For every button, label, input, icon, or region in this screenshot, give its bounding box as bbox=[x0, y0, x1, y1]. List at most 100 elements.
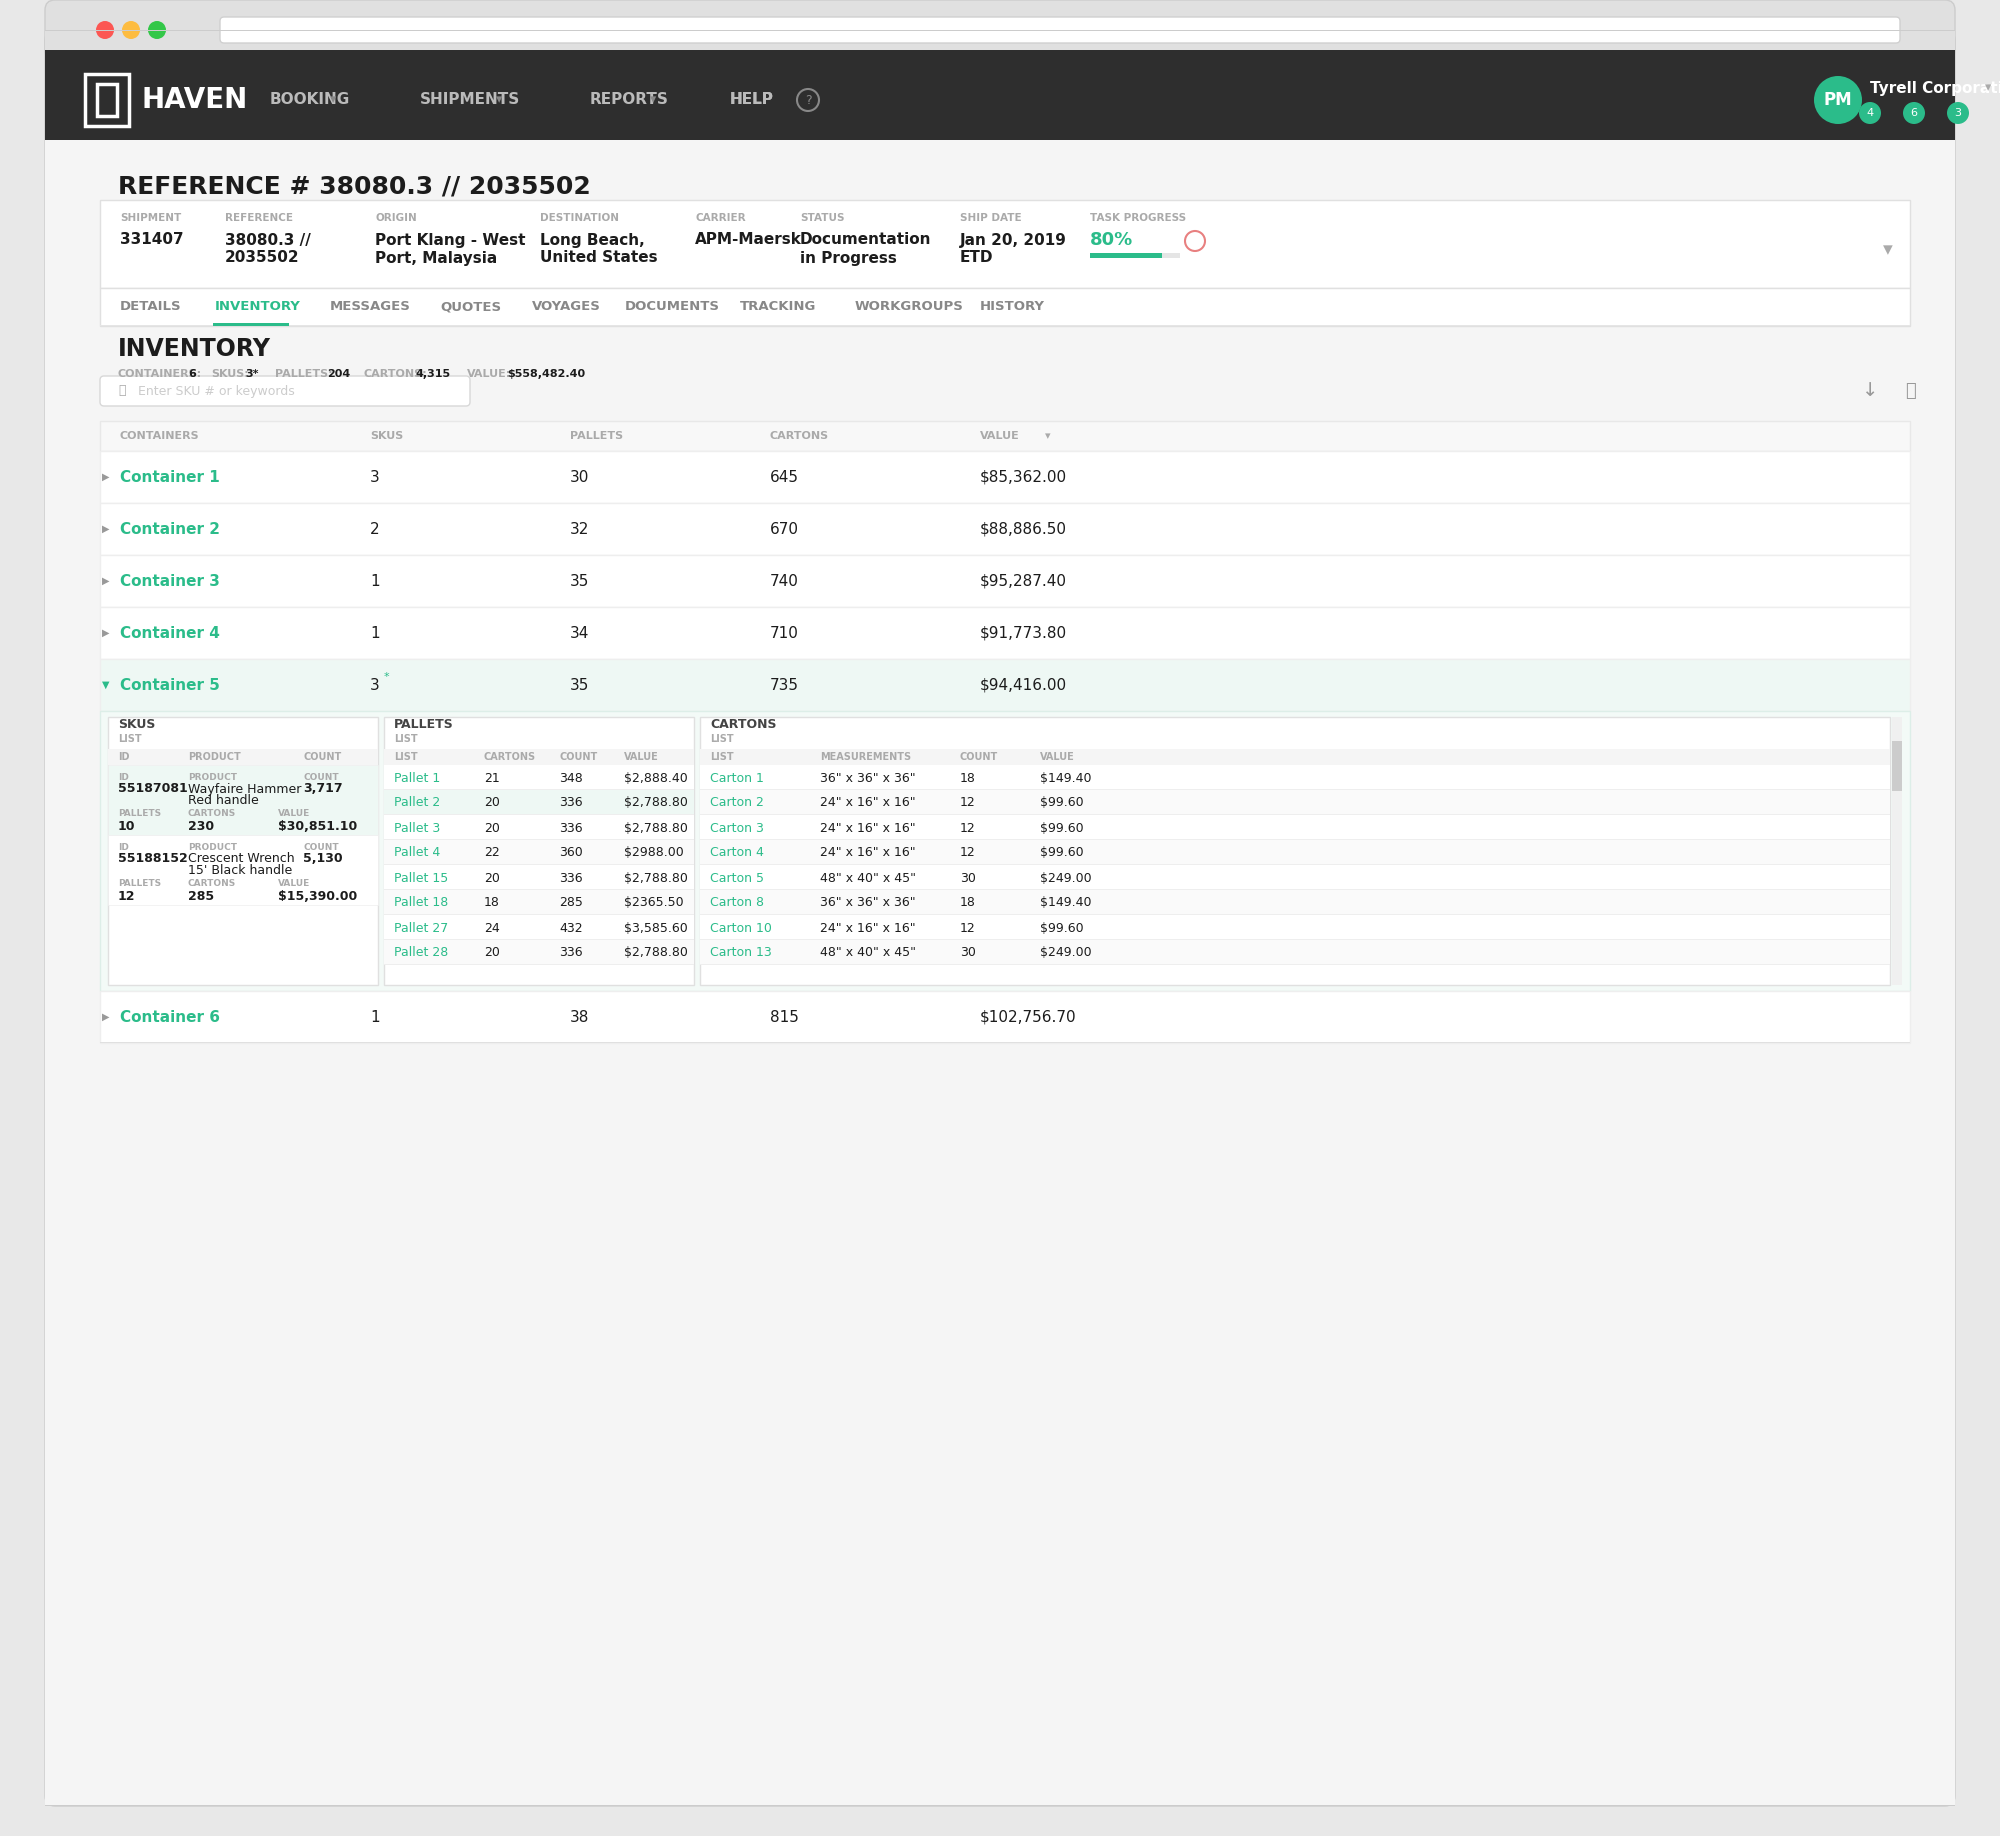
Circle shape bbox=[96, 20, 114, 39]
Text: REPORTS: REPORTS bbox=[590, 92, 668, 108]
Text: 285: 285 bbox=[560, 896, 582, 909]
Bar bbox=[100, 659, 1910, 711]
Text: COUNT: COUNT bbox=[304, 843, 338, 852]
Text: Carton 5: Carton 5 bbox=[710, 872, 764, 885]
Bar bbox=[212, 323, 288, 327]
Text: 12: 12 bbox=[960, 846, 976, 859]
Text: $249.00: $249.00 bbox=[1040, 872, 1092, 885]
Text: Pallet 4: Pallet 4 bbox=[394, 846, 440, 859]
Text: BOOKING: BOOKING bbox=[270, 92, 350, 108]
Text: SHIPMENT: SHIPMENT bbox=[120, 213, 182, 222]
Text: PALLETS: PALLETS bbox=[118, 810, 162, 819]
Bar bbox=[384, 865, 694, 890]
Circle shape bbox=[1814, 75, 1862, 125]
Text: $88,886.50: $88,886.50 bbox=[980, 521, 1068, 536]
Text: APM-Maersk: APM-Maersk bbox=[696, 233, 802, 248]
Text: TRACKING: TRACKING bbox=[740, 301, 816, 314]
Text: ▼: ▼ bbox=[102, 679, 110, 690]
Text: 12: 12 bbox=[960, 821, 976, 835]
Text: 24: 24 bbox=[484, 922, 500, 935]
Text: 710: 710 bbox=[770, 626, 798, 641]
Text: PALLETS: PALLETS bbox=[570, 431, 624, 441]
Text: $2,788.80: $2,788.80 bbox=[624, 797, 688, 810]
Bar bbox=[700, 718, 1890, 984]
Text: CARTONS: CARTONS bbox=[770, 431, 830, 441]
Text: ▶: ▶ bbox=[102, 472, 110, 483]
Text: 80%: 80% bbox=[1090, 231, 1134, 250]
Text: LIST: LIST bbox=[710, 753, 734, 762]
Text: ▶: ▶ bbox=[102, 1012, 110, 1023]
Text: INVENTORY: INVENTORY bbox=[118, 338, 272, 362]
Text: 3: 3 bbox=[370, 470, 380, 485]
Text: Carton 3: Carton 3 bbox=[710, 821, 764, 835]
Text: 285: 285 bbox=[188, 889, 214, 903]
Bar bbox=[700, 940, 1890, 966]
Text: DETAILS: DETAILS bbox=[120, 301, 182, 314]
Text: 32: 32 bbox=[570, 521, 590, 536]
Text: Pallet 1: Pallet 1 bbox=[394, 771, 440, 784]
Text: $102,756.70: $102,756.70 bbox=[980, 1010, 1076, 1024]
Text: 24" x 16" x 16": 24" x 16" x 16" bbox=[820, 846, 916, 859]
Bar bbox=[1892, 742, 1902, 791]
Text: Container 2: Container 2 bbox=[120, 521, 220, 536]
Text: COUNT: COUNT bbox=[960, 753, 998, 762]
Text: Carton 1: Carton 1 bbox=[710, 771, 764, 784]
Text: CARTONS: CARTONS bbox=[188, 810, 236, 819]
Text: PRODUCT: PRODUCT bbox=[188, 773, 238, 782]
Text: Container 3: Container 3 bbox=[120, 573, 220, 589]
Text: 36" x 36" x 36": 36" x 36" x 36" bbox=[820, 771, 916, 784]
Text: CONTAINERS: CONTAINERS bbox=[120, 431, 200, 441]
Bar bbox=[384, 789, 694, 815]
Bar bbox=[100, 711, 1910, 991]
Text: 336: 336 bbox=[560, 797, 582, 810]
Text: 20: 20 bbox=[484, 797, 500, 810]
Bar bbox=[700, 766, 1890, 789]
Bar bbox=[1090, 253, 1162, 259]
Text: ▾: ▾ bbox=[1884, 241, 1892, 259]
Text: Red handle: Red handle bbox=[188, 795, 258, 808]
Text: 20: 20 bbox=[484, 872, 500, 885]
Text: Container 4: Container 4 bbox=[120, 626, 220, 641]
Text: Pallet 18: Pallet 18 bbox=[394, 896, 448, 909]
Text: $91,773.80: $91,773.80 bbox=[980, 626, 1068, 641]
Text: HELP: HELP bbox=[730, 92, 774, 108]
Text: United States: United States bbox=[540, 250, 658, 266]
Bar bbox=[384, 718, 694, 984]
Text: 48" x 40" x 45": 48" x 40" x 45" bbox=[820, 872, 916, 885]
Text: LIST: LIST bbox=[394, 734, 418, 744]
Text: 21: 21 bbox=[484, 771, 500, 784]
Circle shape bbox=[148, 20, 166, 39]
Bar bbox=[100, 420, 1910, 452]
Bar bbox=[1892, 718, 1902, 984]
Bar bbox=[100, 503, 1910, 554]
Text: 1: 1 bbox=[370, 573, 380, 589]
Text: $2,888.40: $2,888.40 bbox=[624, 771, 688, 784]
Text: CARTONS: CARTONS bbox=[710, 718, 776, 731]
Text: $249.00: $249.00 bbox=[1040, 947, 1092, 960]
Text: $2,788.80: $2,788.80 bbox=[624, 947, 688, 960]
Text: 348: 348 bbox=[560, 771, 582, 784]
Text: Long Beach,: Long Beach, bbox=[540, 233, 644, 248]
Text: MEASUREMENTS: MEASUREMENTS bbox=[820, 753, 912, 762]
Text: MESSAGES: MESSAGES bbox=[330, 301, 410, 314]
Text: TASK PROGRESS: TASK PROGRESS bbox=[1090, 213, 1186, 222]
Text: 30: 30 bbox=[960, 947, 976, 960]
Text: ID: ID bbox=[118, 843, 128, 852]
Text: 2035502: 2035502 bbox=[224, 250, 300, 266]
Bar bbox=[108, 718, 378, 984]
Text: Pallet 28: Pallet 28 bbox=[394, 947, 448, 960]
Bar bbox=[700, 914, 1890, 940]
Text: 35: 35 bbox=[570, 573, 590, 589]
Text: SKUS:: SKUS: bbox=[212, 369, 248, 378]
Bar bbox=[100, 452, 1910, 503]
Text: LIST: LIST bbox=[394, 753, 418, 762]
Bar bbox=[700, 865, 1890, 890]
Text: STATUS: STATUS bbox=[800, 213, 844, 222]
Text: 38: 38 bbox=[570, 1010, 590, 1024]
Text: ETD: ETD bbox=[960, 250, 994, 266]
Text: ⎙: ⎙ bbox=[1904, 382, 1916, 400]
Text: 3: 3 bbox=[1954, 108, 1962, 118]
Text: Pallet 27: Pallet 27 bbox=[394, 922, 448, 935]
Text: 815: 815 bbox=[770, 1010, 798, 1024]
Text: $2,788.80: $2,788.80 bbox=[624, 872, 688, 885]
